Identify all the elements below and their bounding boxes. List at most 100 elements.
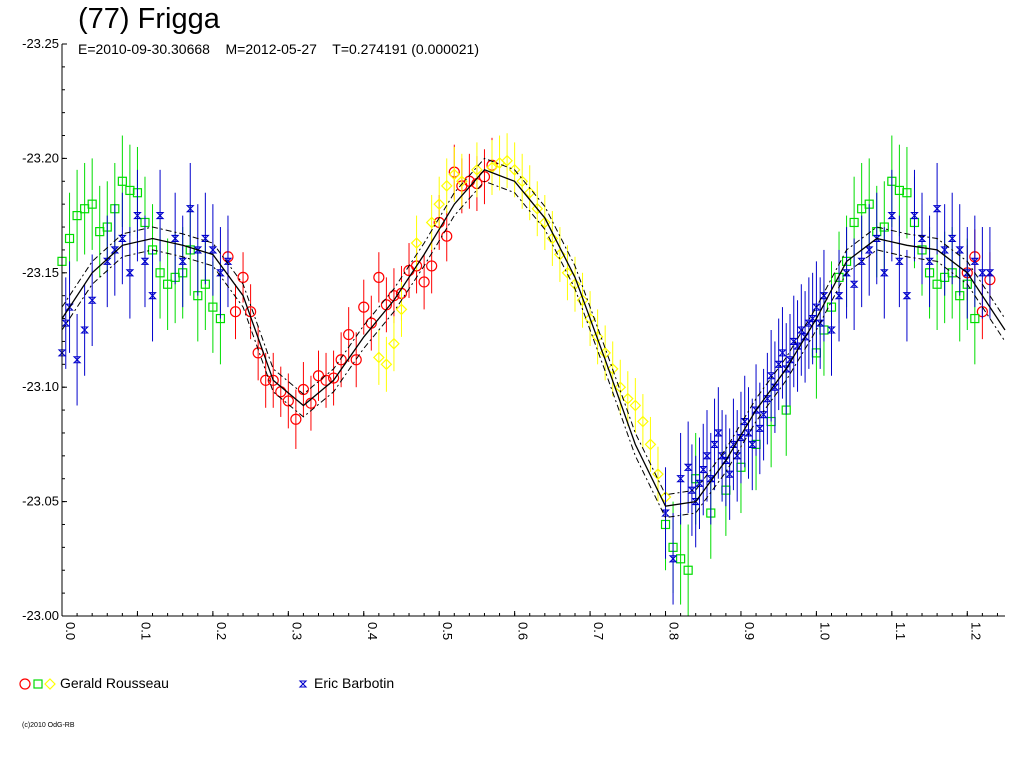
footer-credit: (c)2010 OdG-RB xyxy=(22,722,75,729)
data-point xyxy=(955,246,965,254)
data-point xyxy=(644,438,657,451)
data-point xyxy=(668,555,678,563)
data-point xyxy=(910,212,919,220)
data-point xyxy=(695,479,704,487)
data-point xyxy=(267,374,279,386)
data-point xyxy=(178,257,188,265)
data-point xyxy=(849,217,859,228)
data-point xyxy=(418,276,430,288)
data-point xyxy=(140,257,150,265)
data-point xyxy=(710,440,719,448)
data-point xyxy=(395,303,408,316)
data-point xyxy=(744,429,753,437)
data-point xyxy=(320,374,332,386)
data-point xyxy=(380,358,393,371)
data-point xyxy=(917,234,927,243)
data-point xyxy=(237,271,249,283)
data-point xyxy=(725,470,734,478)
data-point xyxy=(698,466,708,474)
data-point xyxy=(388,337,400,350)
x-tick-label: 1.0 xyxy=(817,622,832,640)
data-point xyxy=(208,246,218,254)
data-point xyxy=(864,246,874,254)
y-tick-label: -23.25 xyxy=(22,36,59,51)
data-point xyxy=(683,565,693,575)
data-point xyxy=(834,292,844,300)
data-point xyxy=(932,205,942,213)
data-point xyxy=(902,292,912,300)
data-point xyxy=(895,257,904,265)
data-point xyxy=(523,186,536,199)
data-point xyxy=(932,279,942,289)
data-point xyxy=(747,440,757,448)
x-tick-label: 1.2 xyxy=(968,622,983,640)
y-tick-label: -23.10 xyxy=(22,379,59,394)
data-point xyxy=(260,374,272,386)
x-tick-label: 0.1 xyxy=(138,622,153,640)
legend-blue-star-icon xyxy=(298,680,308,688)
chart-subtitle: E=2010-09-30.30668 M=2012-05-27 T=0.2741… xyxy=(78,41,479,57)
x-tick-label: 0.5 xyxy=(440,622,455,640)
data-point xyxy=(614,381,627,394)
data-point xyxy=(778,349,787,357)
data-point xyxy=(80,326,89,334)
data-point xyxy=(637,415,649,428)
data-point xyxy=(819,292,829,300)
data-point xyxy=(335,354,347,366)
data-point xyxy=(170,234,180,243)
y-tick-label: -23.05 xyxy=(22,494,59,509)
data-point xyxy=(373,271,385,283)
series-3 xyxy=(57,162,995,605)
data-point xyxy=(64,233,75,244)
data-point xyxy=(208,302,218,312)
x-tick-label: 0.0 xyxy=(63,622,78,640)
x-tick-label: 1.1 xyxy=(893,622,908,640)
x-tick-label: 0.3 xyxy=(289,622,304,640)
x-tick-label: 0.6 xyxy=(516,622,531,640)
data-points xyxy=(57,133,996,616)
data-point xyxy=(766,372,776,380)
chart-title: (77) Frigga xyxy=(78,3,220,35)
data-point xyxy=(808,315,817,323)
data-point xyxy=(683,463,693,471)
y-tick-label: -23.00 xyxy=(22,608,59,623)
data-point xyxy=(118,234,127,243)
data-point xyxy=(978,269,987,277)
data-point xyxy=(538,216,551,229)
data-point xyxy=(940,246,949,254)
data-point xyxy=(117,176,127,186)
data-point xyxy=(290,413,302,425)
data-point xyxy=(125,269,135,277)
data-point xyxy=(714,429,723,437)
data-point xyxy=(440,180,453,192)
data-point xyxy=(425,216,438,229)
x-tick-label: 0.8 xyxy=(667,622,682,640)
y-tick-label: -23.20 xyxy=(22,150,59,165)
x-tick-label: 0.2 xyxy=(214,622,229,640)
data-point xyxy=(87,296,97,304)
data-point xyxy=(676,554,686,564)
data-point xyxy=(902,188,912,198)
data-point xyxy=(201,234,210,243)
data-point xyxy=(448,168,461,181)
data-point xyxy=(72,211,82,221)
legend-red-circle-icon xyxy=(19,678,31,690)
data-point xyxy=(676,475,685,483)
series-1 xyxy=(57,135,980,616)
data-point xyxy=(282,395,294,407)
data-point xyxy=(358,301,370,313)
x-tick-label: 0.4 xyxy=(365,622,380,640)
x-tick-label: 0.7 xyxy=(591,622,606,640)
data-point xyxy=(887,212,897,220)
data-point xyxy=(985,269,995,277)
legend-markers xyxy=(19,678,308,690)
legend-observer-2: Eric Barbotin xyxy=(314,675,395,691)
series-0 xyxy=(222,137,996,449)
data-point xyxy=(531,202,544,215)
axes: -23.25 -23.20 -23.15 -23.10 -23.05 -23.00 0.0 0… xyxy=(22,36,1005,640)
legend-yellow-diamond-icon xyxy=(44,678,56,690)
legend-green-square-icon xyxy=(33,679,43,689)
data-point xyxy=(193,246,203,254)
data-point xyxy=(343,328,355,341)
